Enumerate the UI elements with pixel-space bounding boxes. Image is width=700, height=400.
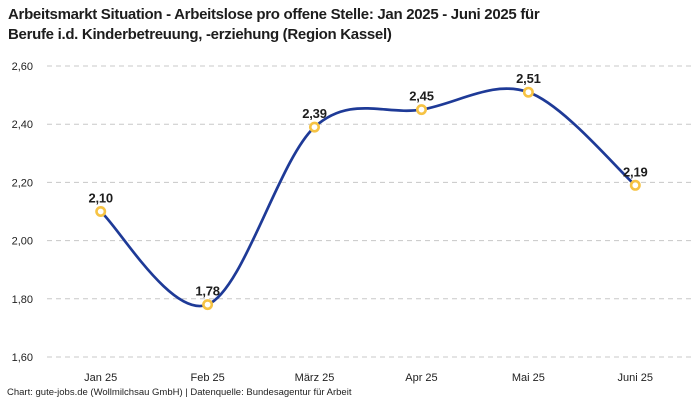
- y-tick-label: 2,20: [12, 177, 33, 189]
- x-tick-label: Feb 25: [190, 372, 224, 384]
- data-point-marker: [629, 179, 641, 191]
- data-point-marker: [522, 86, 534, 98]
- x-tick-label: Juni 25: [618, 372, 653, 384]
- y-tick-label: 1,80: [12, 294, 33, 306]
- data-point-label: 2,10: [88, 191, 113, 206]
- y-tick-label: 2,00: [12, 236, 33, 248]
- data-point-marker: [415, 104, 427, 116]
- chart-title-line-1: Arbeitsmarkt Situation - Arbeitslose pro…: [8, 6, 540, 23]
- data-point-marker: [202, 299, 214, 311]
- y-tick-label: 2,40: [12, 119, 33, 131]
- x-tick-label: März 25: [295, 372, 335, 384]
- y-tick-label: 2,60: [12, 61, 33, 73]
- data-point-label: 1,78: [195, 284, 220, 299]
- x-tick-label: Mai 25: [512, 372, 545, 384]
- data-point-label: 2,51: [516, 71, 541, 86]
- data-point-marker: [308, 121, 320, 133]
- data-point-label: 2,45: [409, 89, 434, 104]
- data-point-label: 2,19: [623, 164, 648, 179]
- x-tick-label: Jan 25: [84, 372, 117, 384]
- x-tick-label: Apr 25: [405, 372, 437, 384]
- data-point-marker: [95, 206, 107, 218]
- data-point-label: 2,39: [302, 106, 327, 121]
- chart-title-line-2: Berufe i.d. Kinderbetreuung, -erziehung …: [8, 26, 392, 43]
- y-tick-label: 1,60: [12, 352, 33, 364]
- chart-footer: Chart: gute-jobs.de (Wollmilchsau GmbH) …: [7, 387, 352, 398]
- data-line: [99, 87, 637, 308]
- chart-title: Arbeitsmarkt Situation - Arbeitslose pro…: [8, 5, 540, 45]
